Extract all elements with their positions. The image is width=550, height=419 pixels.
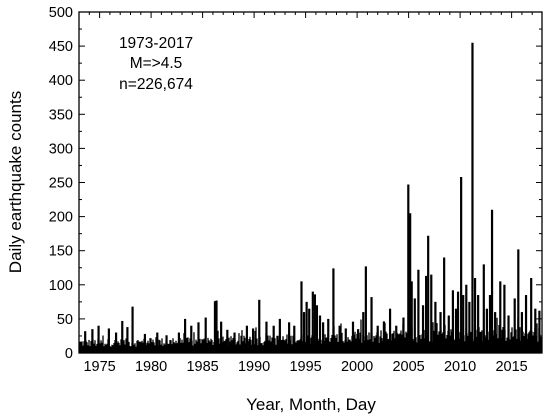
annotation-count: n=226,674 <box>119 76 193 93</box>
annotation-magnitude: M=>4.5 <box>130 55 183 72</box>
y-tick-label: 450 <box>49 39 73 55</box>
x-tick-label: 1980 <box>135 359 167 375</box>
x-tick-label: 2000 <box>341 359 373 375</box>
x-axis: 1975 1980 1985 1990 1995 2000 2005 2010 2015 <box>78 12 533 375</box>
annotation-period: 1973-2017 <box>119 35 193 52</box>
x-tick-label: 2010 <box>444 359 476 375</box>
y-tick-label: 100 <box>49 278 73 294</box>
y-tick-label: 400 <box>49 73 73 89</box>
y-tick-label: 50 <box>57 312 73 328</box>
bar-series <box>79 42 542 353</box>
x-axis-title: Year, Month, Day <box>246 395 376 414</box>
x-tick-label: 1990 <box>238 359 270 375</box>
x-tick-label: 2005 <box>392 359 424 375</box>
annotation-box: 1973-2017 M=>4.5 n=226,674 <box>119 35 193 93</box>
x-tick-label: 1985 <box>186 359 218 375</box>
x-tick-label: 1975 <box>83 359 115 375</box>
y-tick-label: 200 <box>49 210 73 226</box>
plot-background <box>79 12 542 353</box>
y-tick-label: 250 <box>49 176 73 192</box>
y-tick-label: 500 <box>49 5 73 21</box>
y-tick-label: 300 <box>49 141 73 157</box>
y-axis-title: Daily earthquake counts <box>6 91 25 273</box>
x-tick-label: 1995 <box>289 359 321 375</box>
y-tick-label: 0 <box>65 346 73 362</box>
y-tick-label: 150 <box>49 244 73 260</box>
x-tick-label: 2015 <box>495 359 527 375</box>
y-tick-label: 350 <box>49 107 73 123</box>
y-axis: 0 50 100 150 200 250 300 350 400 450 500 <box>49 5 542 362</box>
